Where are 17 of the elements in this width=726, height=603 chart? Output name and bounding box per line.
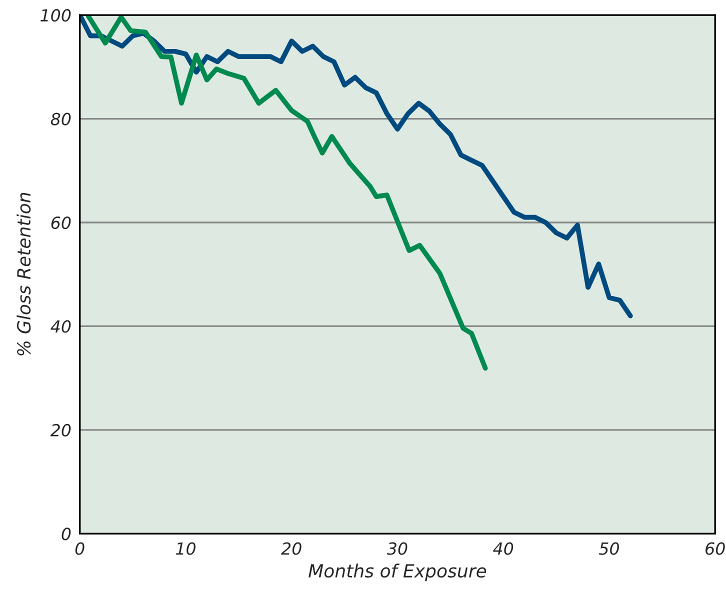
y-tick-label: 40: [50, 320, 71, 333]
x-tick-label: 10: [176, 542, 196, 555]
x-tick-label: 60: [706, 542, 725, 555]
y-tick-label: 0: [62, 528, 71, 540]
y-tick-label: 80: [50, 112, 71, 126]
x-tick-label: 40: [493, 542, 514, 555]
x-axis-title: Months of Exposure: [308, 564, 486, 582]
y-tick-label: 100: [40, 9, 71, 22]
y-tick-label: 20: [50, 424, 71, 437]
y-tick-label: 60: [51, 216, 71, 230]
line-series: [80, 15, 633, 318]
x-tick-label: 20: [281, 542, 302, 555]
y-axis-title: % Gloss Retention: [16, 192, 31, 356]
x-tick-label: 0: [75, 542, 84, 555]
line-series: [86, 15, 488, 371]
x-tick-label: 50: [598, 542, 619, 555]
x-tick-label: 30: [386, 542, 408, 555]
